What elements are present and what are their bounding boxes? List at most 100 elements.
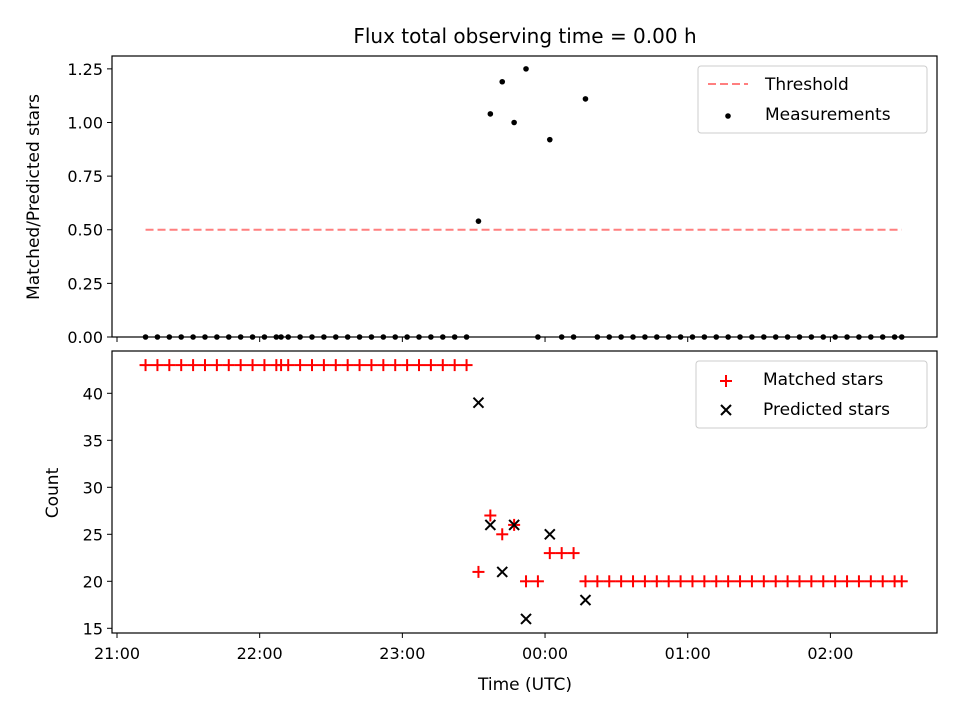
top-axes-frame bbox=[111, 55, 938, 338]
top-y-axis-label: Matched/Predicted stars bbox=[24, 94, 44, 300]
matched-star-point bbox=[627, 575, 640, 588]
matched-star-point bbox=[234, 359, 247, 372]
matched-star-point bbox=[329, 359, 342, 372]
matched-star-point bbox=[222, 359, 235, 372]
matched-star-point bbox=[294, 359, 307, 372]
x-tick-label: 01:00 bbox=[665, 644, 711, 663]
x-tick-label: 22:00 bbox=[237, 644, 283, 663]
top-y-tick-label: 0.00 bbox=[67, 328, 103, 347]
measurements-legend-swatch bbox=[725, 113, 731, 119]
matched-star-point bbox=[793, 575, 806, 588]
matched-star-point bbox=[745, 575, 758, 588]
matched-star-point bbox=[543, 547, 556, 560]
bottom-y-tick-label: 15 bbox=[83, 619, 103, 638]
top-y-tick-label: 1.25 bbox=[67, 60, 103, 79]
matched-star-point bbox=[305, 359, 318, 372]
predicted-star-point bbox=[472, 396, 485, 409]
bottom-y-tick-label: 30 bbox=[83, 478, 103, 497]
measurement-point bbox=[523, 66, 529, 72]
bottom-legend: Matched stars Predicted stars bbox=[695, 360, 928, 429]
matched-star-point bbox=[769, 575, 782, 588]
matched-star-point bbox=[591, 575, 604, 588]
bottom-axes-frame bbox=[111, 350, 938, 634]
measurement-point bbox=[546, 136, 553, 143]
matched-star-point bbox=[650, 575, 663, 588]
matched-star-point bbox=[662, 575, 675, 588]
predicted-stars-legend-label: Predicted stars bbox=[763, 400, 890, 420]
matched-star-point bbox=[365, 359, 378, 372]
x-tick-label: 02:00 bbox=[807, 644, 853, 663]
flux-ratio-panel: Flux total observing time = 0.00 h 0.000… bbox=[24, 24, 938, 347]
matched-star-point bbox=[448, 359, 461, 372]
bottom-y-tick-label: 40 bbox=[83, 384, 103, 403]
matched-star-point bbox=[151, 359, 164, 372]
measurement-point bbox=[475, 218, 482, 224]
matched-star-point bbox=[520, 575, 533, 588]
measurements-legend-label: Measurements bbox=[765, 105, 891, 125]
matched-star-point bbox=[389, 359, 402, 372]
matched-stars-legend-label: Matched stars bbox=[763, 370, 883, 390]
top-y-tick-label: 1.00 bbox=[67, 113, 103, 132]
bottom-y-ticks: 15 20 25 30 35 40 bbox=[83, 384, 112, 638]
matched-star-point bbox=[139, 359, 152, 372]
top-y-tick-label: 0.25 bbox=[67, 274, 103, 293]
top-x-ticks bbox=[116, 337, 831, 342]
matched-star-point bbox=[603, 575, 616, 588]
x-tick-label: 21:00 bbox=[94, 644, 140, 663]
matched-star-point bbox=[698, 575, 711, 588]
matched-star-point bbox=[436, 359, 449, 372]
matched-star-point bbox=[187, 359, 200, 372]
matched-star-point bbox=[163, 359, 176, 372]
bottom-y-tick-label: 25 bbox=[83, 525, 103, 544]
top-legend: Threshold Measurements bbox=[697, 65, 928, 134]
top-legend-box bbox=[697, 65, 928, 134]
predicted-star-point bbox=[579, 594, 592, 606]
matched-star-point bbox=[710, 575, 723, 588]
matched-star-point bbox=[674, 575, 687, 588]
predicted-star-point bbox=[508, 519, 520, 531]
matched-star-point bbox=[805, 575, 818, 588]
matched-star-point bbox=[317, 359, 330, 372]
top-y-tick-label: 0.75 bbox=[67, 167, 103, 186]
predicted-star-point bbox=[496, 566, 508, 578]
matched-star-point bbox=[852, 575, 865, 588]
matched-star-point bbox=[198, 359, 211, 372]
predicted-stars-legend-swatch bbox=[720, 404, 732, 416]
top-y-ticks: 0.00 0.25 0.50 0.75 1.00 1.25 bbox=[67, 60, 112, 347]
matched-star-point bbox=[246, 359, 259, 372]
measurement-point bbox=[582, 96, 589, 102]
star-count-panel: 15 20 25 30 35 40 21:00 22:00 23:00 00:00 01:00 02… bbox=[43, 350, 938, 695]
matched-star-point bbox=[413, 359, 426, 372]
bottom-plot-area bbox=[139, 359, 908, 625]
matched-star-point bbox=[734, 575, 747, 588]
predicted-star-point bbox=[484, 519, 497, 531]
matched-star-point bbox=[864, 575, 877, 588]
matched-star-point bbox=[555, 547, 568, 560]
measurement-point bbox=[511, 119, 517, 126]
matched-star-point bbox=[781, 575, 794, 588]
matched-star-point bbox=[258, 359, 271, 372]
matched-star-point bbox=[282, 359, 295, 372]
matched-star-point bbox=[424, 359, 437, 372]
chart-title: Flux total observing time = 0.00 h bbox=[353, 24, 696, 48]
matched-star-point bbox=[817, 575, 830, 588]
bottom-y-axis-label: Count bbox=[43, 467, 63, 518]
x-axis-label: Time (UTC) bbox=[477, 675, 572, 695]
bottom-x-ticks: 21:00 22:00 23:00 00:00 01:00 02:00 bbox=[94, 633, 853, 663]
top-y-tick-label: 0.50 bbox=[67, 221, 103, 240]
matched-star-point bbox=[757, 575, 770, 588]
x-tick-label: 23:00 bbox=[379, 644, 425, 663]
predicted-star-point bbox=[544, 528, 556, 541]
matched-star-point bbox=[579, 575, 592, 588]
bottom-y-tick-label: 35 bbox=[83, 431, 103, 450]
matched-star-point bbox=[472, 565, 485, 578]
matched-star-point bbox=[175, 359, 188, 372]
matched-star-point bbox=[460, 359, 473, 372]
matched-star-point bbox=[210, 359, 223, 372]
measurement-point bbox=[487, 111, 494, 117]
matched-star-point bbox=[496, 528, 509, 541]
matched-star-point bbox=[401, 359, 414, 372]
matched-stars-legend-swatch bbox=[720, 375, 732, 387]
matched-star-point bbox=[722, 575, 735, 588]
